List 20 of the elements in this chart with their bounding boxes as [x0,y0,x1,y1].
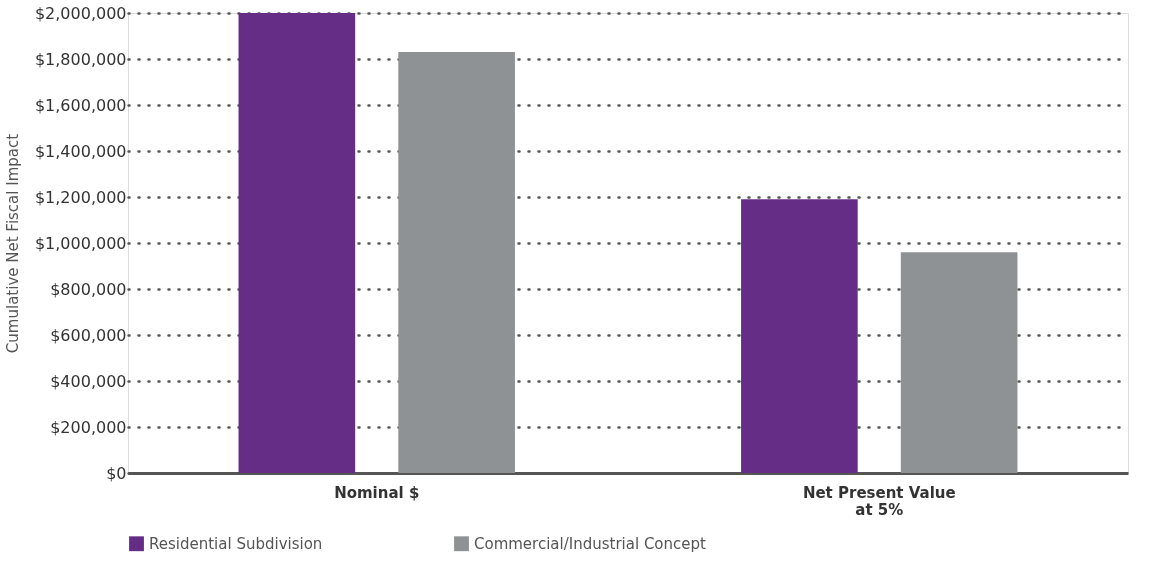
x-tick-label: Nominal $ [334,483,420,502]
y-tick-label: $2,000,000 [34,3,127,23]
y-tick-label: $400,000 [50,371,127,391]
y-tick-label: $1,600,000 [34,95,127,115]
bar [398,52,515,473]
bar [900,252,1018,473]
y-tick-label: $1,200,000 [34,187,127,207]
bar [741,199,858,473]
y-axis-title: Cumulative Net Fiscal Impact [3,133,22,354]
bar [238,13,356,473]
x-tick-label: Net Present Value at 5% [802,483,956,519]
y-tick-label: $200,000 [50,417,127,437]
legend-label: Commercial/Industrial Concept [474,534,707,553]
y-tick-label: $600,000 [50,325,127,345]
y-tick-label: $1,400,000 [34,141,127,161]
y-tick-label: $800,000 [50,279,127,299]
y-tick-label: $0 [106,463,127,483]
y-tick-label: $1,000,000 [34,233,127,253]
y-tick-label: $1,800,000 [34,49,127,69]
legend-label: Residential Subdivision [149,534,323,553]
